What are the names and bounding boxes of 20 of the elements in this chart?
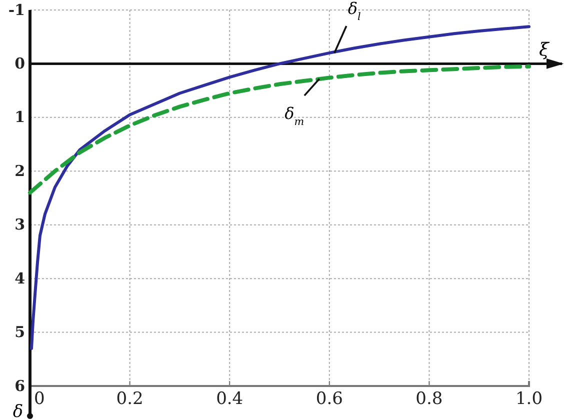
x-axis-title: ξ bbox=[539, 40, 550, 61]
x-tick-label: 0.6 bbox=[316, 389, 343, 410]
y-tick-label: 6 bbox=[14, 376, 25, 395]
line-series bbox=[28, 64, 531, 195]
annotation: δ$_{m}$ bbox=[284, 104, 304, 128]
x-tick-label: 0.4 bbox=[216, 389, 244, 410]
y-tick-label: 0 bbox=[14, 54, 25, 73]
line-series bbox=[30, 25, 530, 350]
y-tick-label: 3 bbox=[14, 216, 25, 234]
annotation: δ$_{l}$ bbox=[348, 0, 361, 23]
y-tick-label: 4 bbox=[14, 269, 25, 288]
y-tick-label: 2 bbox=[14, 162, 25, 180]
x-tick-label: 0.8 bbox=[416, 389, 443, 410]
y-axis-title: δ bbox=[12, 402, 24, 420]
y-tick-label: 5 bbox=[14, 323, 25, 342]
x-tick-label: 1.0 bbox=[515, 389, 543, 410]
x-tick-label: 0.2 bbox=[116, 389, 144, 410]
y-tick-label: 1 bbox=[14, 108, 25, 126]
y-tick-label: -1 bbox=[8, 0, 25, 19]
x-tick-label: 0 bbox=[34, 389, 45, 410]
